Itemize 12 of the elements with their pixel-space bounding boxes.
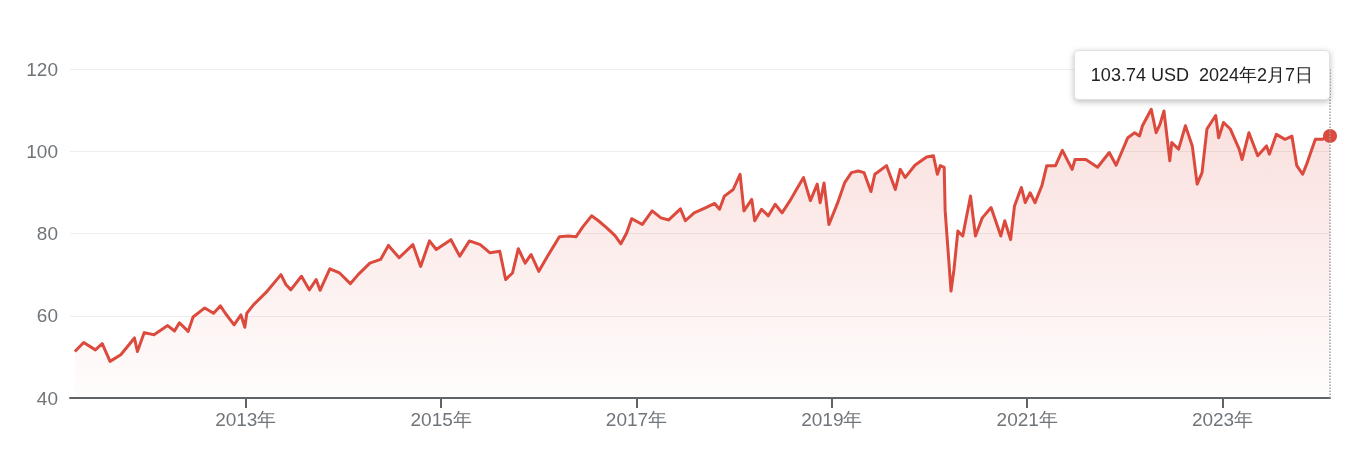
x-tick-label: 2013年 — [215, 409, 277, 430]
x-tick-label: 2023年 — [1191, 409, 1254, 430]
y-tick-label: 60 — [36, 305, 58, 327]
x-tick-label: 2021年 — [996, 409, 1058, 430]
x-tick-label: 2017年 — [605, 409, 668, 430]
x-tick-label: 2019年 — [801, 409, 863, 430]
x-tick-label: 2015年 — [410, 409, 472, 430]
tooltip-box: 103.74 USD 2024年2月7日 — [1073, 50, 1330, 100]
y-tick-label: 100 — [26, 140, 58, 162]
y-tick-label: 40 — [36, 387, 58, 409]
y-tick-label: 80 — [36, 223, 58, 244]
y-tick-label: 120 — [26, 58, 58, 80]
